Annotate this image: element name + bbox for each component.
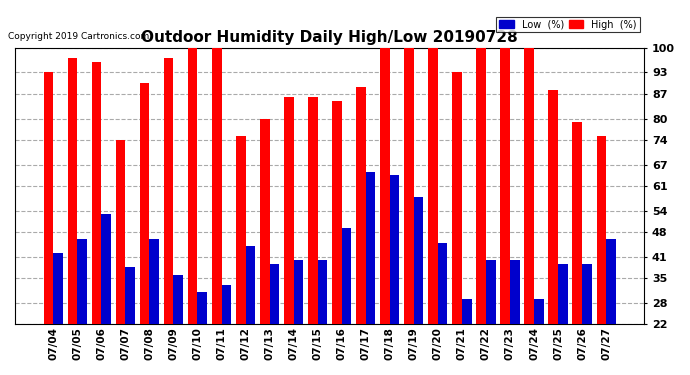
Bar	[342, 228, 351, 375]
Bar	[294, 260, 303, 375]
Bar	[43, 72, 53, 375]
Bar	[510, 260, 520, 375]
Bar	[164, 58, 173, 375]
Bar	[77, 239, 87, 375]
Bar	[308, 98, 317, 375]
Bar	[317, 260, 327, 375]
Bar	[573, 122, 582, 375]
Bar	[68, 58, 77, 375]
Bar	[188, 48, 197, 375]
Bar	[404, 48, 414, 375]
Bar	[356, 87, 366, 375]
Bar	[92, 62, 101, 375]
Bar	[173, 274, 183, 375]
Bar	[366, 172, 375, 375]
Bar	[260, 118, 270, 375]
Bar	[534, 299, 544, 375]
Bar	[549, 90, 558, 375]
Bar	[414, 196, 424, 375]
Bar	[597, 136, 606, 375]
Bar	[140, 83, 149, 375]
Bar	[380, 48, 390, 375]
Bar	[116, 140, 126, 375]
Bar	[53, 254, 63, 375]
Bar	[476, 48, 486, 375]
Bar	[101, 214, 111, 375]
Bar	[390, 176, 400, 375]
Bar	[428, 48, 438, 375]
Bar	[212, 48, 221, 375]
Bar	[438, 243, 448, 375]
Bar	[126, 267, 135, 375]
Bar	[197, 292, 207, 375]
Bar	[558, 264, 568, 375]
Title: Outdoor Humidity Daily High/Low 20190728: Outdoor Humidity Daily High/Low 20190728	[141, 30, 518, 45]
Bar	[462, 299, 471, 375]
Bar	[270, 264, 279, 375]
Bar	[500, 48, 510, 375]
Bar	[582, 264, 592, 375]
Bar	[452, 72, 462, 375]
Bar	[221, 285, 231, 375]
Bar	[524, 48, 534, 375]
Bar	[606, 239, 615, 375]
Text: Copyright 2019 Cartronics.com: Copyright 2019 Cartronics.com	[8, 32, 150, 41]
Bar	[332, 101, 342, 375]
Bar	[246, 246, 255, 375]
Legend: Low  (%), High  (%): Low (%), High (%)	[496, 16, 640, 32]
Bar	[236, 136, 246, 375]
Bar	[486, 260, 495, 375]
Bar	[149, 239, 159, 375]
Bar	[284, 98, 294, 375]
